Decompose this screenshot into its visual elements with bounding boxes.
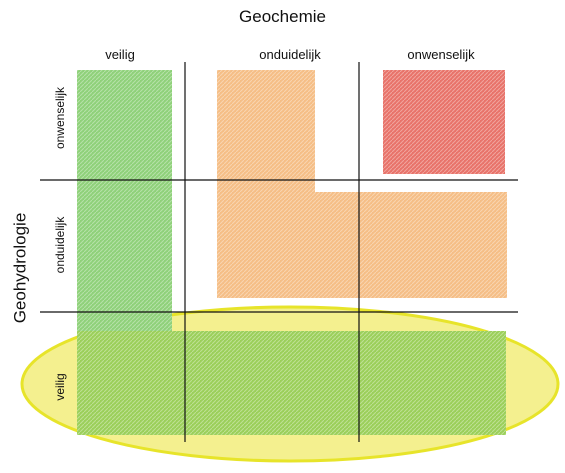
grid-lines	[40, 62, 518, 442]
chart-title: Geochemie	[239, 7, 326, 26]
row-label-veilig: veilig	[53, 373, 67, 401]
column-label-onduidelijk: onduidelijk	[259, 47, 321, 62]
column-label-veilig: veilig	[105, 47, 135, 62]
row-label-onwenselijk: onwenselijk	[53, 86, 67, 150]
column-label-onwenselijk: onwenselijk	[407, 47, 475, 62]
row-label-onduidelijk: onduidelijk	[53, 216, 67, 274]
y-axis-title: Geohydrologie	[10, 212, 30, 324]
